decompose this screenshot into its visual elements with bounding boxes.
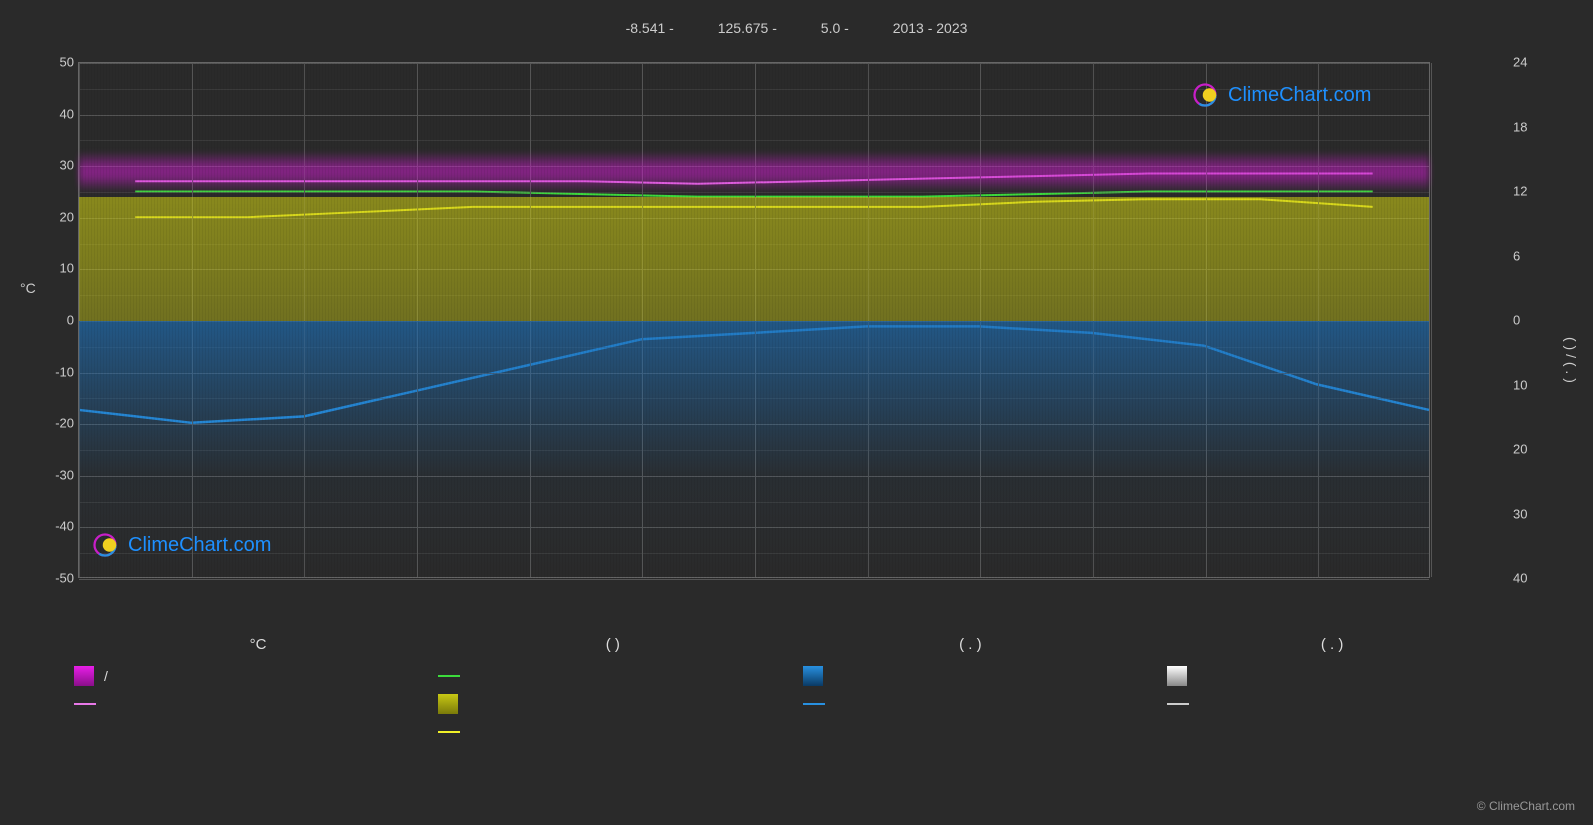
y-axis-right-label: ( ) / ( . ): [1563, 220, 1579, 500]
logo-text: ClimeChart.com: [128, 534, 271, 557]
swatch-line-icon: [438, 731, 460, 733]
y-tick-right: 24: [1513, 55, 1527, 70]
logo-text: ClimeChart.com: [1228, 84, 1371, 107]
y-tick-left: -20: [55, 416, 74, 431]
y-tick-left: -30: [55, 467, 74, 482]
legend-item: [799, 664, 1159, 688]
legend-item: [70, 692, 430, 716]
legend-item: /: [70, 664, 430, 688]
legend-item: [1163, 664, 1523, 688]
y-tick-right: 0: [1513, 313, 1520, 328]
y-tick-right: 6: [1513, 248, 1520, 263]
header-lat: -8.541 -: [626, 20, 674, 36]
swatch-box-icon: [438, 694, 458, 714]
y-tick-right: 40: [1513, 571, 1527, 586]
y-tick-right: 12: [1513, 184, 1527, 199]
swatch-line-icon: [803, 703, 825, 705]
swatch-box-icon: [1167, 666, 1187, 686]
swatch-box-icon: [803, 666, 823, 686]
y-tick-right: 10: [1513, 377, 1527, 392]
y-tick-left: 20: [60, 209, 74, 224]
swatch-line-icon: [74, 703, 96, 705]
y-tick-left: 10: [60, 261, 74, 276]
legend-header-2: ( ): [606, 636, 620, 653]
legend-headers: °C ( ) ( . ) ( . ): [0, 636, 1593, 653]
legend-item: [434, 664, 794, 688]
legend-item: [70, 720, 430, 744]
y-tick-left: -50: [55, 571, 74, 586]
legend-header-4: ( . ): [1321, 636, 1344, 653]
legend-label: /: [104, 668, 108, 684]
y-axis-right: 2418126010203040: [1513, 62, 1543, 578]
y-tick-left: 50: [60, 55, 74, 70]
y-tick-left: -40: [55, 519, 74, 534]
swatch-line-icon: [438, 675, 460, 677]
y-tick-left: -10: [55, 364, 74, 379]
header-years: 2013 - 2023: [893, 20, 968, 36]
legend-item: [434, 692, 794, 716]
header-lon: 125.675 -: [718, 20, 777, 36]
legend-item: [434, 720, 794, 744]
legend-header-3: ( . ): [959, 636, 982, 653]
chart-plot-area: [78, 62, 1430, 578]
legend-item: [799, 692, 1159, 716]
swatch-box-icon: [74, 666, 94, 686]
copyright: © ClimeChart.com: [1477, 799, 1575, 813]
y-axis-left-label: °C: [20, 280, 36, 296]
swatch-line-icon: [1167, 703, 1189, 705]
y-tick-right: 30: [1513, 506, 1527, 521]
y-tick-left: 0: [67, 313, 74, 328]
legend: /: [70, 664, 1523, 744]
y-tick-right: 20: [1513, 442, 1527, 457]
y-tick-right: 18: [1513, 119, 1527, 134]
climechart-logo: ClimeChart.com: [1190, 80, 1371, 110]
climechart-logo: ClimeChart.com: [90, 530, 271, 560]
y-axis-left: 50403020100-10-20-30-40-50: [44, 62, 74, 578]
header-alt: 5.0 -: [821, 20, 849, 36]
chart-header: -8.541 - 125.675 - 5.0 - 2013 - 2023: [0, 20, 1593, 36]
legend-item: [1163, 692, 1523, 716]
y-tick-left: 40: [60, 106, 74, 121]
legend-header-1: °C: [250, 636, 267, 653]
y-tick-left: 30: [60, 158, 74, 173]
